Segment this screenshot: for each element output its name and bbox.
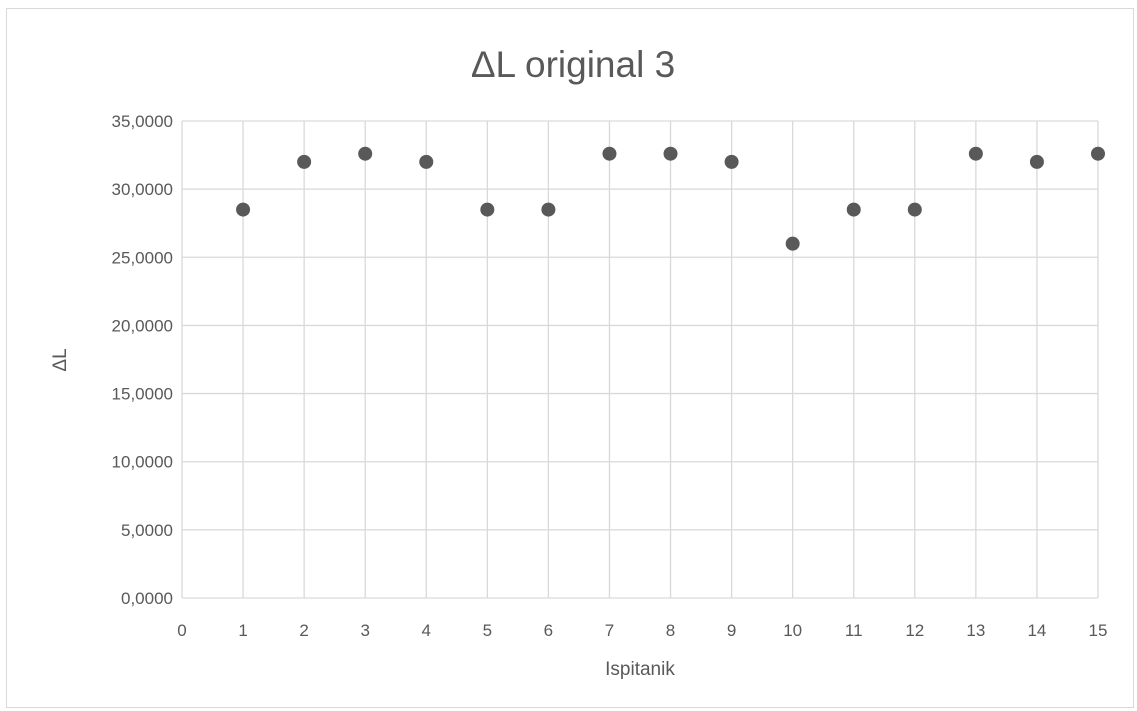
y-tick-label: 15,0000 <box>112 385 173 404</box>
data-point <box>602 146 617 161</box>
x-tick-label: 9 <box>727 621 736 640</box>
y-tick-label: 20,0000 <box>112 316 173 335</box>
data-point <box>236 202 251 217</box>
data-point <box>358 146 373 161</box>
y-tick-label: 5,0000 <box>121 521 173 540</box>
data-point <box>968 146 983 161</box>
x-tick-label: 1 <box>238 621 247 640</box>
data-point <box>297 154 312 169</box>
y-tick-label: 35,0000 <box>112 112 173 131</box>
y-axis-title: ΔL <box>50 348 71 371</box>
x-tick-label: 13 <box>966 621 985 640</box>
y-tick-label: 25,0000 <box>112 248 173 267</box>
x-tick-label: 12 <box>905 621 924 640</box>
y-tick-label: 0,0000 <box>121 589 173 608</box>
y-axis-ticks: 0,0000 5,0000 10,0000 15,0000 20,0000 25,0000… <box>112 112 173 608</box>
x-tick-label: 11 <box>845 621 863 640</box>
data-point <box>907 202 922 217</box>
x-tick-label: 6 <box>544 621 553 640</box>
data-point <box>541 202 556 217</box>
chart-area <box>6 8 1134 708</box>
data-point <box>785 236 800 251</box>
x-tick-label: 5 <box>483 621 492 640</box>
data-point <box>1029 154 1044 169</box>
x-tick-label: 15 <box>1089 621 1108 640</box>
data-points <box>236 146 1105 251</box>
y-tick-label: 10,0000 <box>112 453 173 472</box>
data-point <box>1091 146 1105 161</box>
x-tick-label: 3 <box>360 621 369 640</box>
x-tick-label: 4 <box>422 621 431 640</box>
x-tick-label: 0 <box>177 621 186 640</box>
data-point <box>724 154 739 169</box>
x-axis-title: Ispitanik <box>605 659 675 680</box>
data-point <box>480 202 495 217</box>
x-tick-label: 10 <box>783 621 802 640</box>
x-tick-label: 7 <box>605 621 614 640</box>
x-tick-label: 2 <box>299 621 308 640</box>
data-point <box>419 154 434 169</box>
x-axis-ticks: 0 1 2 3 4 5 6 7 8 9 10 11 12 13 14 15 <box>177 621 1107 640</box>
data-point <box>663 146 678 161</box>
x-tick-label: 8 <box>666 621 675 640</box>
gridlines <box>181 120 1099 599</box>
data-point <box>846 202 861 217</box>
y-tick-label: 30,0000 <box>112 180 173 199</box>
chart-title: ΔL original 3 <box>471 44 675 85</box>
x-tick-label: 14 <box>1027 621 1046 640</box>
